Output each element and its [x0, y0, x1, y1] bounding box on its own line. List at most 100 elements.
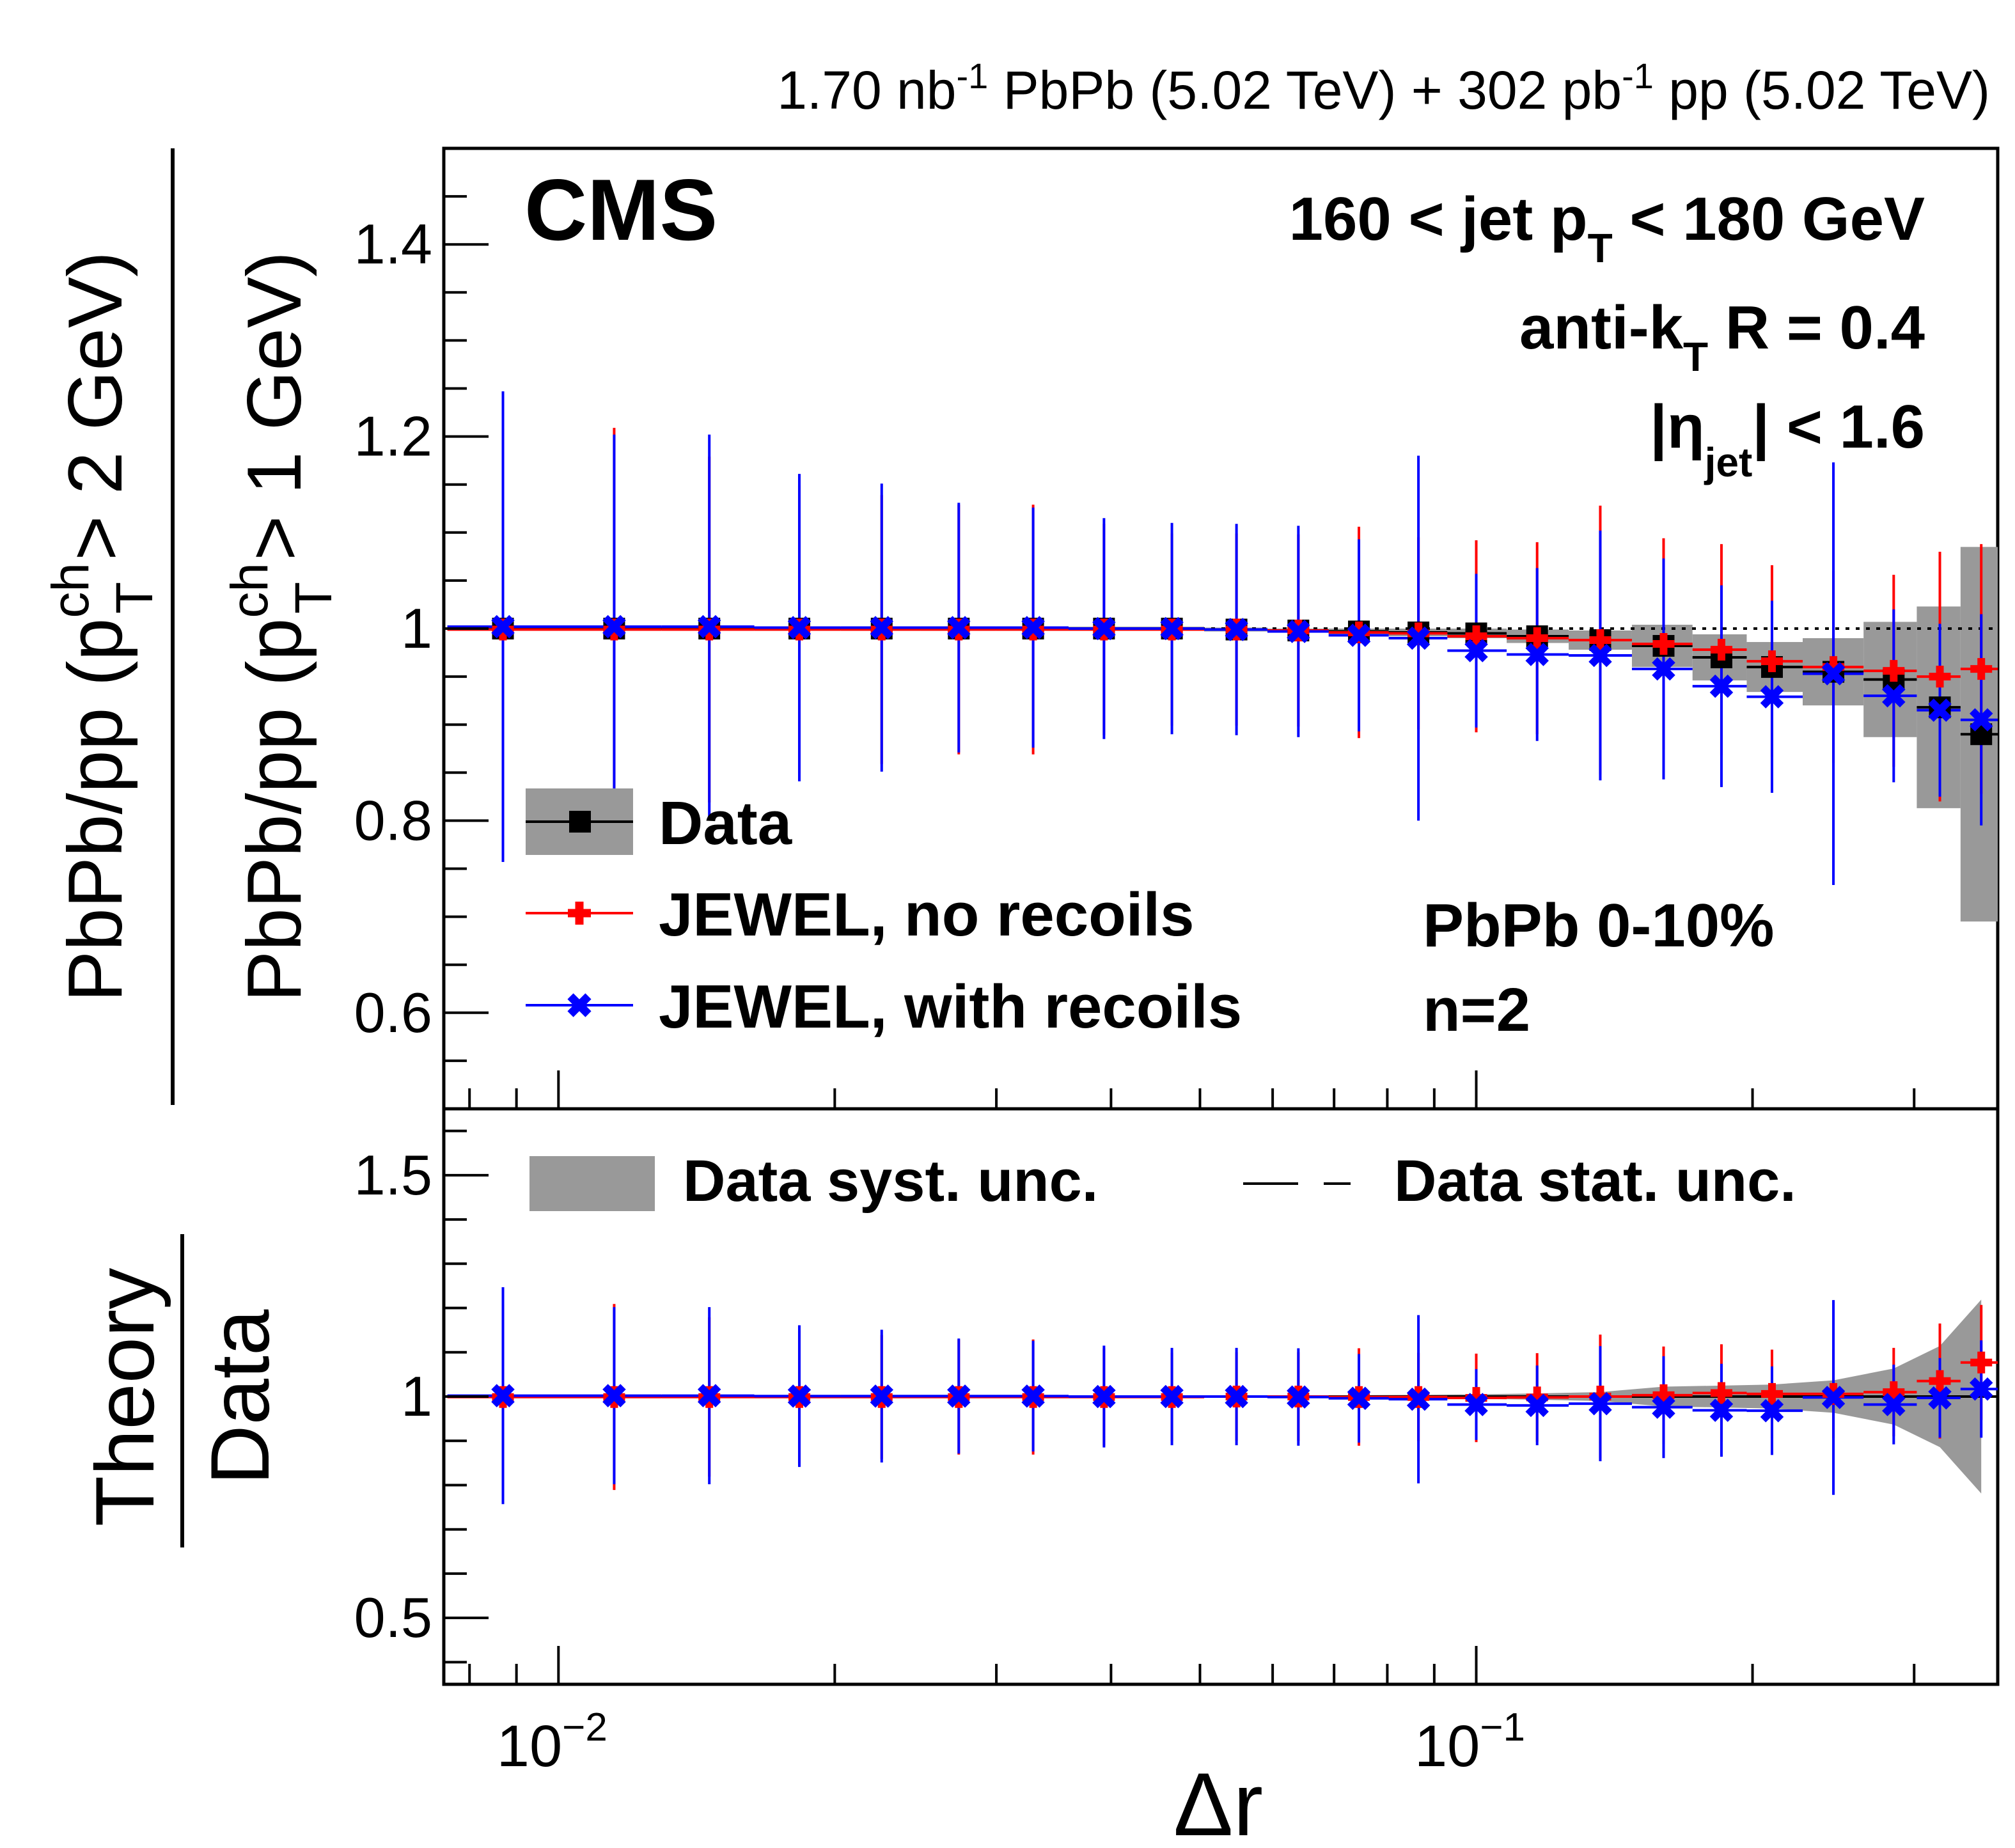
top-ylabel-numerator: PbPb/pp (pch T > 2 GeV)	[42, 251, 164, 1002]
jewel-recoil-marker	[1588, 643, 1612, 668]
ratio-recoil-marker	[1760, 1398, 1784, 1423]
top-y-tick-label: 1.4	[354, 212, 432, 276]
ratio-recoil-marker	[602, 1384, 626, 1407]
jewel-norecoil-marker	[1652, 633, 1675, 655]
bottom-y-tick-label: 1	[401, 1365, 432, 1428]
legend-syst-swatch	[529, 1156, 655, 1211]
jet-pt-label: 160 < jet pT < 180 GeV	[1289, 185, 1925, 271]
jewel-recoil-marker	[1969, 708, 1993, 732]
ratio-recoil-marker	[1882, 1393, 1906, 1416]
ratio-norecoil-marker	[1710, 1382, 1732, 1404]
jewel-recoil-marker	[697, 615, 721, 639]
ratio-recoil-marker	[1709, 1398, 1734, 1422]
bottom-y-tick-label: 0.5	[354, 1586, 432, 1649]
ratio-norecoil-marker	[1970, 1351, 1993, 1374]
ratio-recoil-marker	[1092, 1384, 1116, 1409]
jewel-norecoil-marker	[1526, 627, 1548, 650]
ratio-recoil-marker	[1160, 1384, 1184, 1409]
legend-jewel-recoil-marker	[567, 993, 592, 1017]
jet-algo-label: anti-kT R = 0.4	[1519, 294, 1925, 380]
n-label: n=2	[1423, 976, 1530, 1044]
eta-label: |ηjet| < 1.6	[1650, 393, 1925, 485]
legend-jewel-recoil-label: JEWEL, with recoils	[659, 973, 1242, 1041]
ratio-recoil-marker	[1928, 1386, 1952, 1410]
ratio-norecoil-marker	[1760, 1382, 1783, 1405]
jewel-recoil-marker	[1709, 674, 1734, 698]
ratio-recoil-marker	[787, 1384, 811, 1408]
bottom-ylabel-denominator: Data	[193, 1309, 286, 1485]
ratio-recoil-marker	[1588, 1391, 1612, 1416]
jewel-norecoil-marker	[1710, 639, 1732, 661]
x-axis-label: Δr	[1173, 1754, 1263, 1848]
jewel-recoil-marker	[947, 616, 971, 639]
legend-jewel-norecoil-marker	[568, 902, 591, 925]
ratio-recoil-marker	[1652, 1395, 1675, 1419]
ratio-recoil-marker	[491, 1384, 515, 1407]
ratio-recoil-marker	[1969, 1377, 1993, 1401]
top-y-tick-label: 1.2	[354, 405, 432, 468]
legend-data-marker	[569, 811, 591, 833]
jewel-recoil-marker	[1406, 626, 1431, 650]
svg-text:Data: Data	[193, 1309, 286, 1485]
jewel-recoil-marker	[1021, 616, 1045, 639]
jewel-norecoil-marker	[1883, 660, 1905, 682]
x-tick-label: 10−1	[1415, 1705, 1525, 1779]
x-tick-label: 10−2	[497, 1705, 608, 1779]
top-y-tick-label: 1	[401, 597, 432, 660]
jewel-recoil-marker	[1652, 657, 1675, 681]
ratio-recoil-marker	[1021, 1384, 1045, 1408]
jewel-recoil-marker	[1821, 662, 1846, 685]
ratio-recoil-marker	[1525, 1393, 1549, 1418]
cms-label: CMS	[524, 161, 717, 258]
jewel-norecoil-marker	[1760, 650, 1783, 673]
svg-text:Theory: Theory	[78, 1268, 171, 1527]
centrality-label: PbPb 0-10%	[1423, 891, 1775, 960]
legend-jewel-norecoil-label: JEWEL, no recoils	[659, 881, 1195, 949]
jewel-recoil-marker	[1760, 685, 1784, 709]
top-y-tick-label: 0.6	[354, 981, 432, 1044]
legend-stat-label: Data stat. unc.	[1394, 1148, 1796, 1214]
jewel-norecoil-marker	[1929, 666, 1951, 688]
jewel-recoil-marker	[1928, 698, 1952, 722]
ratio-norecoil-marker	[1929, 1370, 1951, 1392]
jewel-recoil-marker	[491, 615, 515, 639]
jewel-norecoil-marker	[1465, 625, 1487, 648]
legend-data-label: Data	[659, 789, 792, 857]
ratio-recoil-marker	[1406, 1387, 1431, 1411]
ratio-recoil-marker	[870, 1384, 894, 1408]
bottom-ylabel-numerator: Theory	[78, 1268, 171, 1527]
jewel-recoil-marker	[1464, 639, 1488, 662]
axes-ticks: 0.6 0.8 1 1.2 1.4 0.5 1 1.5 10−2 10−1	[354, 147, 1916, 1779]
jewel-recoil-marker	[1525, 643, 1549, 666]
jewel-recoil-marker	[1882, 684, 1906, 708]
jewel-recoil-marker	[602, 615, 626, 639]
ratio-recoil-marker	[1347, 1386, 1371, 1411]
jewel-recoil-marker	[1160, 616, 1184, 641]
top-legend: Data JEWEL, no recoils JEWEL, with recoi…	[526, 788, 1242, 1041]
bottom-legend: Data syst. unc. Data stat. unc.	[529, 1148, 1796, 1214]
top-ylabel-denominator: PbPb/pp (pch T > 1 GeV)	[221, 251, 343, 1002]
bottom-y-tick-label: 1.5	[354, 1143, 432, 1207]
luminosity-header: 1.70 nb-1 PbPb (5.02 TeV) + 302 pb-1 pp …	[777, 56, 1990, 120]
jewel-norecoil-marker	[1589, 629, 1611, 652]
jewel-recoil-marker	[787, 616, 811, 639]
ratio-recoil-marker	[1464, 1393, 1488, 1416]
legend-syst-label: Data syst. unc.	[683, 1148, 1098, 1214]
jewel-norecoil-marker	[1970, 658, 1993, 680]
ratio-recoil-marker	[1287, 1385, 1310, 1409]
top-y-tick-label: 0.8	[354, 788, 432, 852]
jewel-recoil-marker	[1287, 620, 1310, 643]
ratio-recoil-marker	[1225, 1384, 1248, 1409]
top-panel-plot	[444, 391, 1998, 922]
jewel-recoil-marker	[1092, 616, 1116, 641]
jewel-recoil-marker	[870, 616, 894, 639]
jewel-recoil-marker	[1347, 623, 1371, 647]
jewel-recoil-marker	[1225, 618, 1248, 641]
bottom-panel-plot	[444, 1287, 1998, 1505]
ratio-recoil-marker	[697, 1384, 721, 1407]
ratio-recoil-marker	[947, 1384, 971, 1408]
ratio-recoil-marker	[1821, 1386, 1846, 1409]
